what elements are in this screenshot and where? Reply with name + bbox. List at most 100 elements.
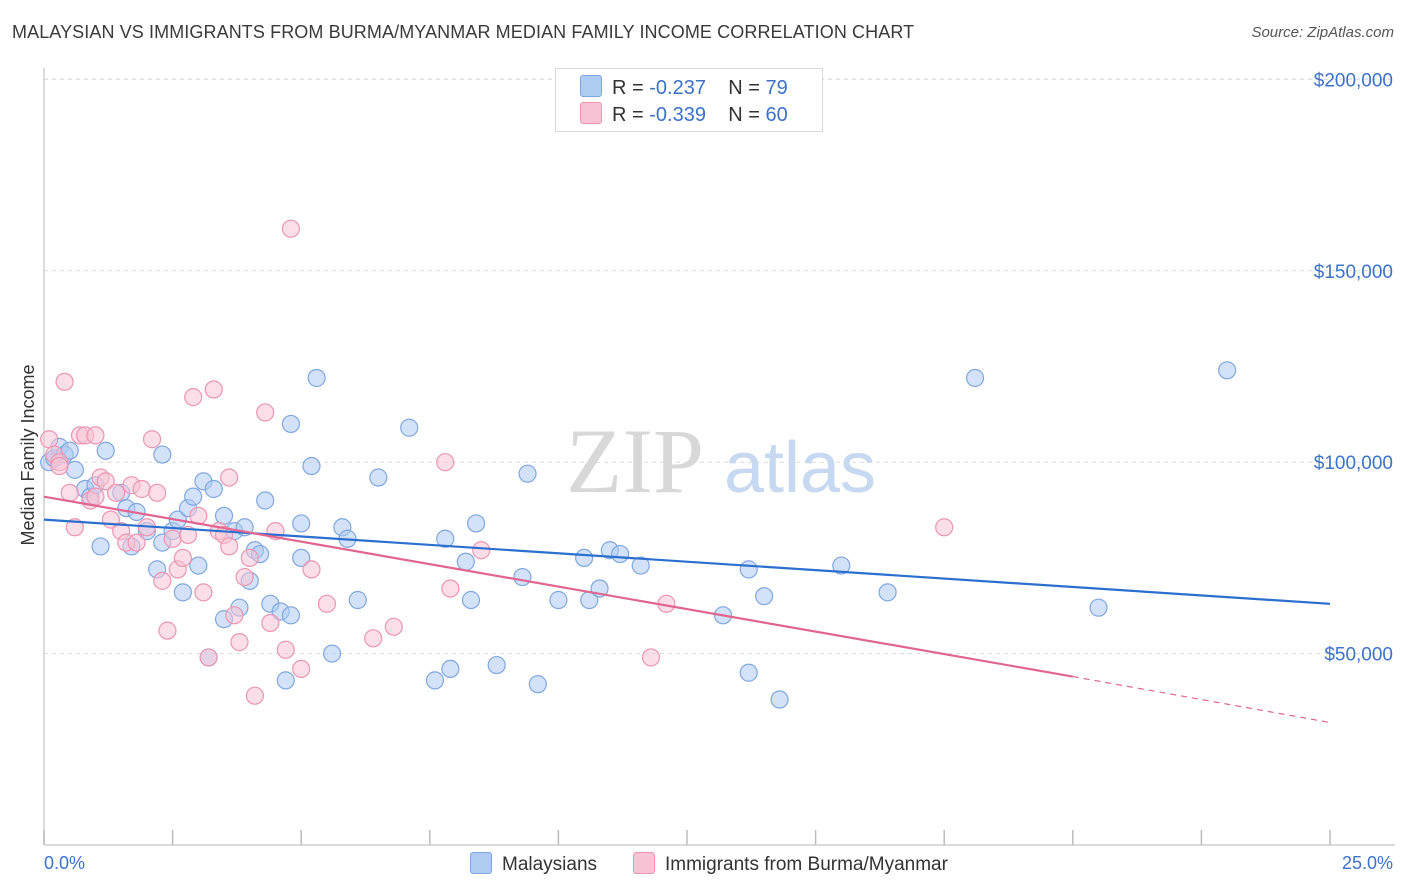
burma-myanmar-point xyxy=(158,621,177,640)
malaysians-point xyxy=(369,468,388,487)
burma-myanmar-point xyxy=(142,430,162,449)
burma-myanmar-point xyxy=(132,479,151,499)
malaysians-point xyxy=(965,368,985,388)
burma-myanmar-point xyxy=(641,648,661,667)
watermark-zip: ZIP xyxy=(566,410,704,512)
chart-title: MALAYSIAN VS IMMIGRANTS FROM BURMA/MYANM… xyxy=(12,22,915,42)
burma-myanmar-point xyxy=(261,613,280,633)
malaysians-point xyxy=(281,414,301,434)
malaysians-point xyxy=(832,556,851,575)
malaysians-point xyxy=(518,464,537,483)
malaysians-point xyxy=(96,441,115,460)
malaysians-point xyxy=(153,445,172,464)
burma-myanmar-point xyxy=(65,518,84,537)
burma-myanmar-point xyxy=(472,541,491,560)
burma-myanmar-point xyxy=(276,640,295,659)
burma-myanmar-point xyxy=(194,583,213,602)
burma-myanmar-point xyxy=(256,403,275,422)
burma-myanmar-point xyxy=(230,633,249,652)
burma-myanmar-point xyxy=(317,594,337,613)
malaysians-point xyxy=(436,529,455,548)
r-value: -0.339 xyxy=(649,104,706,126)
malaysians-point xyxy=(256,491,275,510)
legend-label: Malaysians xyxy=(502,854,598,875)
burma-myanmar-point xyxy=(148,483,167,502)
legend-item-burma[interactable]: Immigrants from Burma/Myanmar xyxy=(633,852,948,876)
burma-myanmar-point xyxy=(106,483,126,502)
burma-myanmar-point xyxy=(60,483,79,502)
malaysians-point xyxy=(461,590,481,610)
malaysians-point xyxy=(770,690,789,709)
malaysians-point xyxy=(611,544,630,564)
n-value: 60 xyxy=(765,104,788,126)
watermark-atlas: atlas xyxy=(724,428,876,508)
burma-myanmar-point xyxy=(240,548,259,568)
malaysians-point xyxy=(466,514,486,533)
series-legend: Malaysians Immigrants from Burma/Myanmar xyxy=(0,852,1406,878)
burma-myanmar-point xyxy=(245,686,265,705)
stats-legend-row-burma: R = -0.339 N = 60 xyxy=(580,102,788,126)
malaysians-point xyxy=(456,552,475,571)
burma-myanmar-trend-extension xyxy=(1072,675,1331,724)
burma-myanmar-point xyxy=(96,472,115,491)
malaysians-point xyxy=(189,556,208,575)
malaysians-point xyxy=(528,675,547,694)
burma-myanmar-point xyxy=(292,659,311,679)
legend-swatch-malaysians xyxy=(580,75,602,97)
burma-myanmar-point xyxy=(281,219,301,238)
malaysians-point xyxy=(1089,598,1108,617)
burma-myanmar-point xyxy=(935,518,954,537)
n-label: N = xyxy=(728,77,760,99)
malaysians-trend-line xyxy=(43,518,1331,605)
stats-legend: R = -0.237 N = 79 R = -0.339 N = 60 xyxy=(555,68,823,132)
legend-item-malaysians[interactable]: Malaysians xyxy=(470,852,597,876)
malaysians-point xyxy=(441,659,460,679)
malaysians-point xyxy=(173,583,192,602)
x-tick-label: 0.0% xyxy=(44,853,85,873)
malaysians-point xyxy=(739,663,758,682)
malaysians-point xyxy=(307,368,326,388)
legend-label: Immigrants from Burma/Myanmar xyxy=(665,854,948,875)
malaysians-point xyxy=(322,644,342,663)
tick-labels: $50,000 $100,000 $150,000 $200,000 0.0% 25.0% xyxy=(44,70,1393,873)
burma-myanmar-point xyxy=(199,648,218,667)
malaysians-point xyxy=(281,606,301,625)
source-note: Source: ZipAtlas.com xyxy=(1251,24,1394,41)
burma-myanmar-point xyxy=(441,579,460,598)
x-tick-label: 25.0% xyxy=(1342,853,1393,873)
burma-myanmar-point xyxy=(235,567,254,587)
malaysians-point xyxy=(878,583,897,602)
n-label: N = xyxy=(728,104,760,126)
y-tick-label: $100,000 xyxy=(1314,453,1393,474)
malaysians-point xyxy=(631,556,650,575)
axes xyxy=(43,68,1395,846)
burma-myanmar-point xyxy=(384,617,403,636)
burma-myanmar-trend-line xyxy=(43,495,1073,678)
malaysians-point xyxy=(549,590,568,610)
malaysians-point xyxy=(513,567,532,587)
n-value: 79 xyxy=(765,77,788,99)
legend-swatch-burma xyxy=(580,102,602,124)
y-tick-label: $200,000 xyxy=(1314,70,1393,91)
burma-myanmar-point xyxy=(40,430,59,449)
burma-myanmar-point xyxy=(163,529,182,548)
malaysians-point xyxy=(292,514,311,533)
burma-myanmar-point xyxy=(220,537,239,556)
malaysians-point xyxy=(755,587,774,606)
burma-myanmar-point xyxy=(153,571,172,590)
malaysians-point xyxy=(276,671,295,690)
burma-myanmar-point xyxy=(86,426,105,445)
legend-swatch-burma xyxy=(633,852,655,874)
r-label: R = xyxy=(612,104,644,126)
burma-myanmar-point xyxy=(436,453,455,472)
malaysians-point xyxy=(425,671,445,690)
burma-myanmar-point xyxy=(302,560,321,579)
stats-legend-row-malaysians: R = -0.237 N = 79 xyxy=(580,75,788,99)
malaysians-point xyxy=(65,460,84,479)
burma-myanmar-point xyxy=(127,533,146,552)
burma-myanmar-point xyxy=(184,388,203,407)
burma-myanmar-point xyxy=(204,380,223,399)
malaysians-point xyxy=(348,590,367,610)
y-tick-label: $150,000 xyxy=(1314,262,1393,283)
